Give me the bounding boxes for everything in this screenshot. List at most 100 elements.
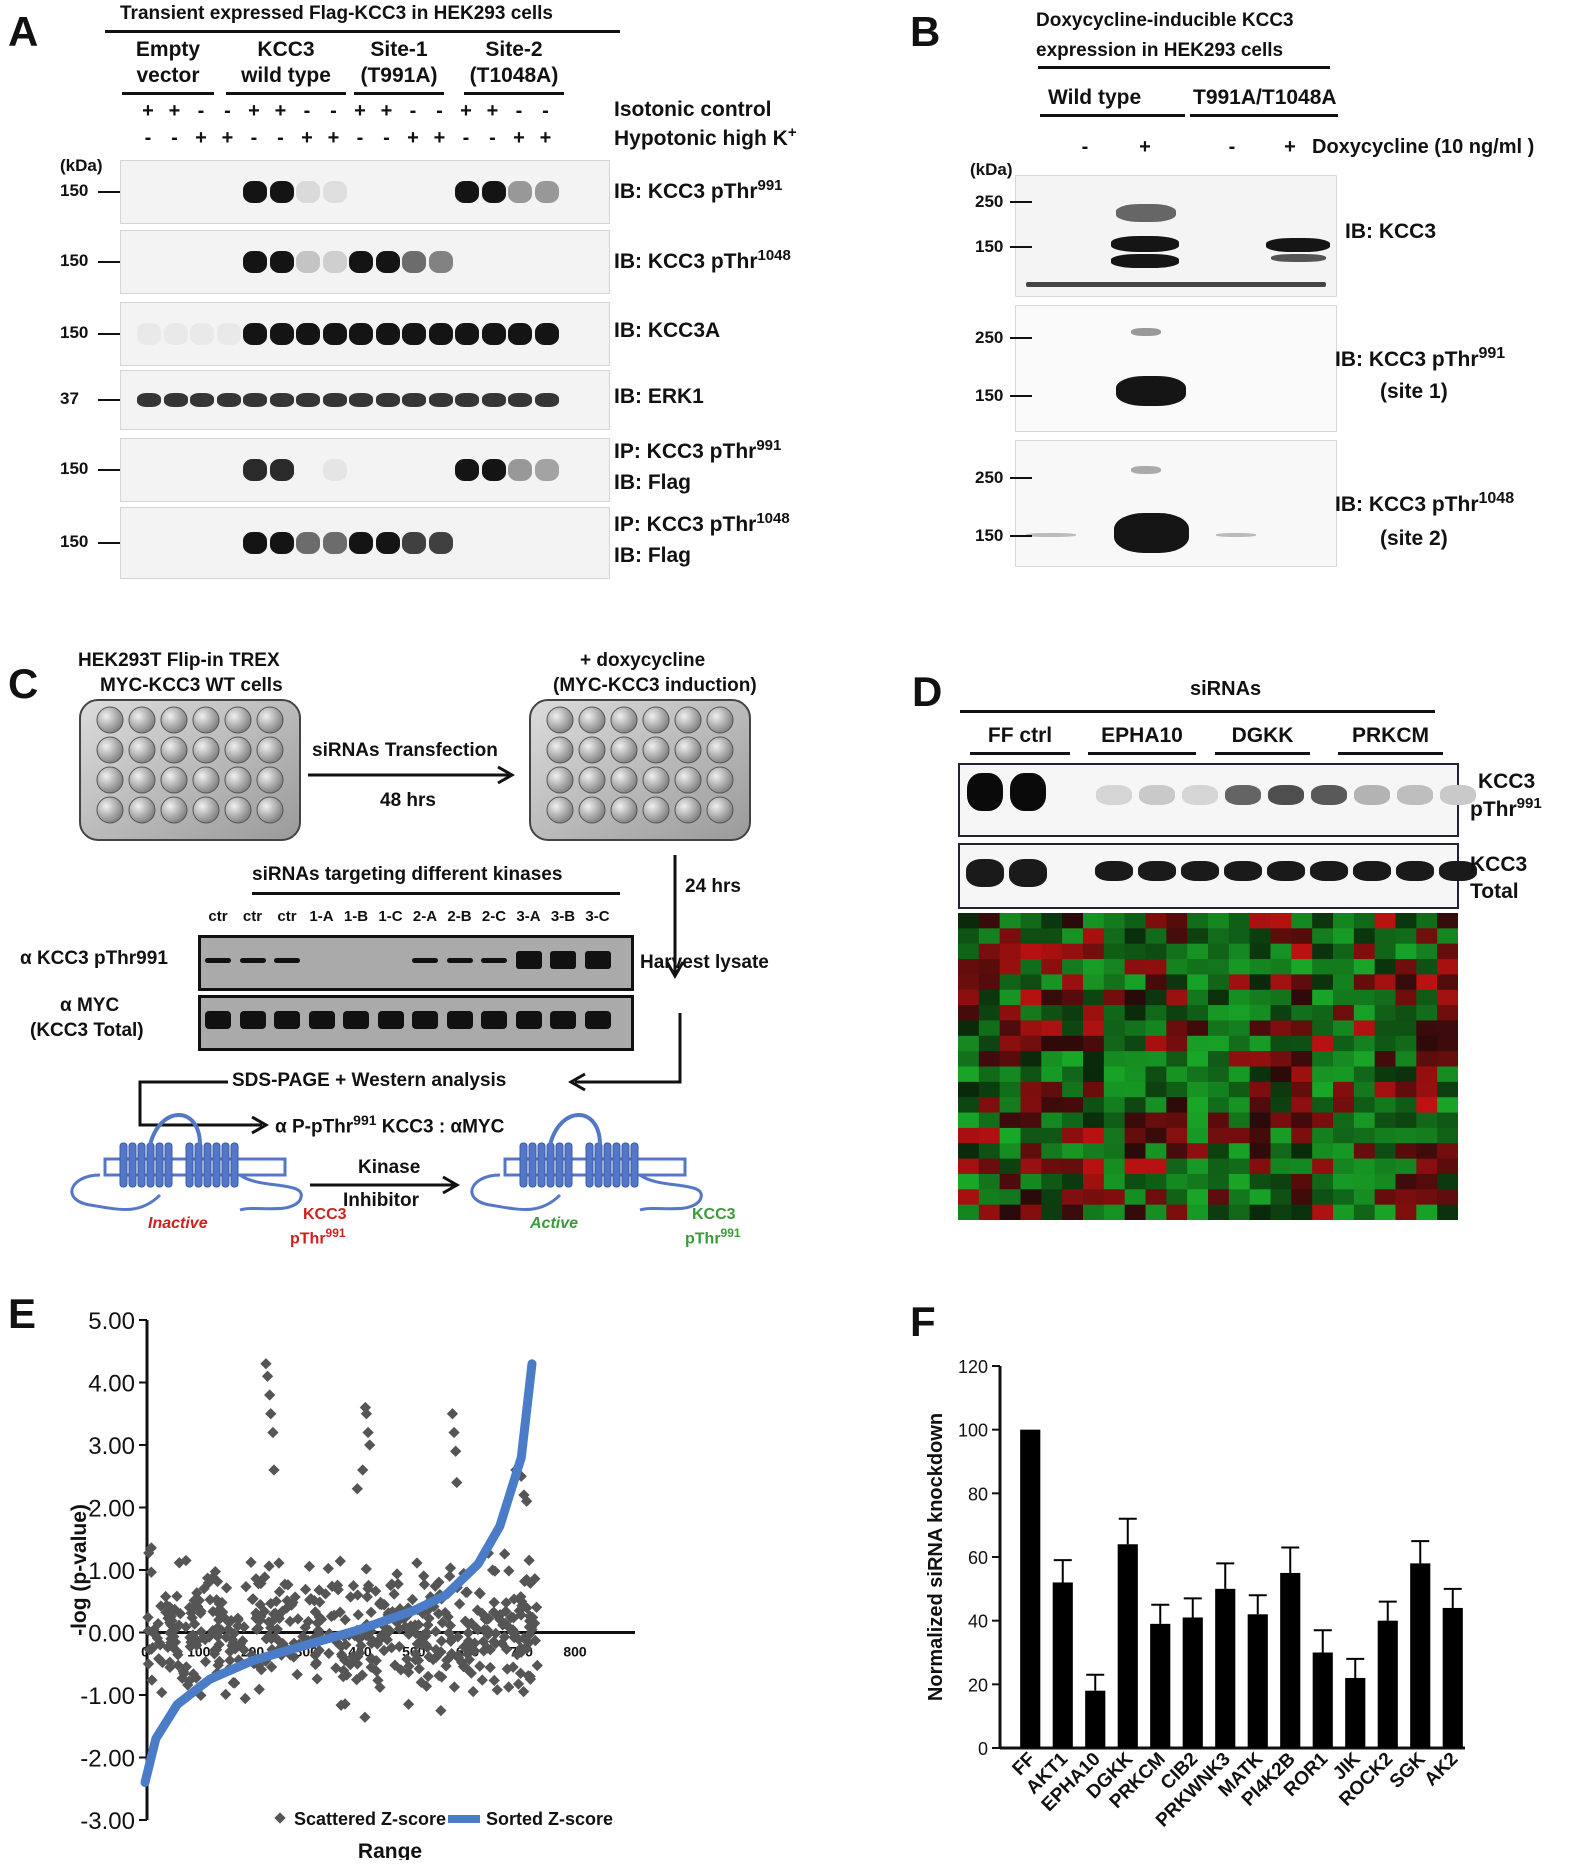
heatmap-cell xyxy=(1145,1066,1167,1083)
heatmap-cell xyxy=(1166,1005,1188,1021)
blot-label-kcc3: KCC3 xyxy=(1478,770,1536,793)
heatmap-cell xyxy=(1166,1051,1188,1067)
heatmap-cell xyxy=(1145,989,1167,1006)
heatmap-cell xyxy=(999,928,1021,945)
marker-250: 250 xyxy=(975,328,1004,347)
heatmap-cell xyxy=(1312,989,1334,1006)
sign-isotonic: + xyxy=(168,100,181,122)
y-tick-label: 80 xyxy=(968,1484,988,1504)
band xyxy=(402,393,426,407)
bar-jik xyxy=(1345,1677,1366,1748)
y-tick-label: 60 xyxy=(968,1548,988,1568)
heatmap-cell xyxy=(1333,1112,1355,1129)
heatmap-cell xyxy=(1353,1035,1376,1052)
heatmap-cell xyxy=(1124,989,1146,1006)
wells-right xyxy=(546,706,734,824)
panel-b-title-line2: expression in HEK293 cells xyxy=(1036,40,1284,61)
band xyxy=(481,393,506,407)
heatmap-cell xyxy=(1083,1189,1105,1206)
heatmap-cell xyxy=(1333,1051,1355,1067)
well xyxy=(224,766,252,794)
heatmap-cell xyxy=(1353,989,1376,1006)
y-tick-label: 40 xyxy=(968,1612,988,1632)
title-underline xyxy=(1038,66,1330,69)
heatmap-cell xyxy=(1437,1066,1458,1083)
blot-sublabel-site1: (site 1) xyxy=(1380,380,1448,403)
sign-isotonic: - xyxy=(197,100,205,122)
band xyxy=(481,957,507,963)
heatmap-cell xyxy=(1103,1173,1126,1190)
heatmap-cell xyxy=(1270,1097,1292,1114)
heatmap-cell xyxy=(1333,1081,1355,1098)
scatter-point xyxy=(520,1495,533,1507)
bar-ff xyxy=(1020,1429,1041,1748)
heatmap-cell xyxy=(1395,974,1417,991)
heatmap-cell xyxy=(1083,1127,1105,1144)
heatmap-cell xyxy=(1395,989,1417,1006)
band xyxy=(269,532,294,554)
scatter-point xyxy=(446,1408,459,1420)
y-tick-label: 2.00 xyxy=(88,1496,135,1523)
lane-label: ctr xyxy=(242,908,263,925)
bar-rock2 xyxy=(1377,1620,1398,1748)
scatter-point xyxy=(442,1611,454,1623)
band xyxy=(1267,861,1305,881)
bar-prkwnk3 xyxy=(1215,1588,1236,1748)
band xyxy=(1010,773,1046,811)
heatmap-cell xyxy=(1249,1189,1271,1206)
band xyxy=(1181,861,1219,881)
heatmap-cell xyxy=(1124,1127,1146,1144)
heatmap-cell xyxy=(1333,913,1355,929)
heatmap-cell xyxy=(1228,1112,1251,1129)
scatter-point xyxy=(374,1596,387,1609)
transmembrane-helix xyxy=(555,1142,564,1188)
heatmap-cell xyxy=(978,959,1001,975)
heatmap-cell xyxy=(1041,1020,1063,1037)
panel-letter-b: B xyxy=(910,8,941,55)
band xyxy=(455,393,479,407)
heatmap-cell xyxy=(1270,1081,1292,1098)
arrow-analysis xyxy=(138,1080,262,1127)
well xyxy=(610,736,638,764)
band xyxy=(269,323,294,345)
well xyxy=(128,736,156,764)
heatmap-cell xyxy=(1249,1035,1271,1052)
heatmap-cell xyxy=(1249,1127,1271,1144)
marker: 150 xyxy=(60,459,89,478)
heatmap-cell xyxy=(999,1020,1021,1037)
band xyxy=(308,1011,335,1029)
well xyxy=(256,796,284,824)
heatmap-cell xyxy=(1395,1173,1417,1190)
band xyxy=(269,459,294,481)
heatmap-cell xyxy=(1166,928,1188,945)
scatter-point xyxy=(355,1639,367,1652)
marker: 150 xyxy=(60,532,89,551)
heatmap-cell xyxy=(1041,1066,1063,1083)
arrow-head-icon xyxy=(567,1072,586,1092)
scatter-point xyxy=(448,1681,461,1693)
heatmap-cell xyxy=(1291,1112,1313,1129)
heatmap-cell xyxy=(1208,913,1230,929)
transmembrane-helix xyxy=(146,1142,155,1188)
marker-250: 250 xyxy=(975,468,1004,487)
heatmap-cell xyxy=(1124,1158,1146,1175)
marker: 150 xyxy=(60,251,89,270)
well xyxy=(578,796,606,824)
group-label-line2: (T991A) xyxy=(360,64,438,87)
scatter-point xyxy=(523,1554,535,1566)
band xyxy=(296,251,320,273)
band xyxy=(534,393,559,407)
heatmap-cell xyxy=(1416,1143,1438,1160)
heatmap-cell xyxy=(1416,913,1438,929)
scatter-point xyxy=(232,1612,244,1624)
well xyxy=(160,796,188,824)
heatmap-cell xyxy=(1416,943,1438,960)
heatmap-cell xyxy=(1312,1112,1334,1129)
heatmap-cell xyxy=(1124,1066,1146,1083)
heatmap-cell xyxy=(1228,1143,1251,1160)
heatmap-cell xyxy=(1291,974,1313,991)
legend-marker-scattered xyxy=(274,1812,286,1824)
band xyxy=(412,957,438,963)
heatmap-cell xyxy=(958,1035,980,1052)
blot-label-pthr991: IB: KCC3 pThr991 xyxy=(1335,345,1506,371)
